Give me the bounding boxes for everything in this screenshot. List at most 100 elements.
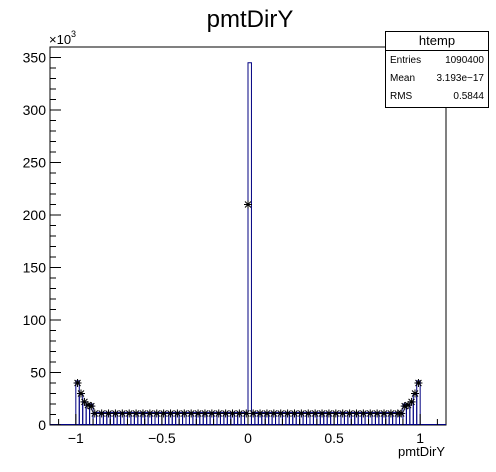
histogram-bin [157, 411, 163, 425]
data-marker [166, 409, 175, 418]
histogram-bin [254, 411, 259, 425]
y-tick-label: 350 [23, 50, 47, 66]
data-marker [180, 409, 189, 418]
histogram-bin [213, 411, 218, 425]
data-marker [386, 409, 395, 418]
histogram-bars [50, 62, 446, 425]
data-marker [324, 409, 333, 418]
histogram-bin [75, 380, 80, 425]
data-marker [87, 402, 96, 411]
data-marker [276, 409, 285, 418]
y-tick-label: 0 [38, 417, 46, 433]
data-marker [407, 397, 416, 406]
data-marker [244, 200, 252, 209]
histogram-bin [337, 411, 342, 425]
data-marker [397, 409, 406, 418]
histogram-bin [392, 411, 397, 425]
data-marker [111, 409, 120, 418]
stats-rms-value: 0.5844 [453, 91, 484, 102]
histogram-bin [416, 380, 421, 425]
y-multiplier: ×10 3 [49, 29, 76, 47]
stats-title: htemp [386, 32, 488, 51]
data-marker [159, 409, 168, 418]
data-marker [207, 409, 216, 418]
histogram-bin [371, 411, 376, 425]
histogram-bin [233, 411, 239, 425]
x-tick-label: 0.5 [324, 430, 344, 446]
data-marker [228, 409, 237, 418]
histogram-bin [316, 411, 321, 425]
data-marker [290, 409, 299, 418]
x-tick-label: −0.5 [148, 430, 176, 446]
data-markers [73, 200, 423, 418]
y-tick-label: 250 [23, 155, 47, 171]
histogram-bin [385, 411, 390, 425]
x-tick-label: 1 [416, 430, 424, 446]
stats-entries-label: Entries [390, 55, 422, 66]
data-marker [242, 409, 251, 418]
y-multiplier-base: ×10 [49, 32, 71, 47]
histogram-bin [364, 411, 370, 425]
histogram-bin [185, 411, 190, 425]
data-marker [235, 409, 244, 418]
y-tick-label: 100 [23, 312, 47, 328]
stats-rms-label: RMS [390, 91, 413, 102]
data-marker [187, 409, 196, 418]
histogram-bin [151, 411, 156, 425]
data-marker [304, 409, 313, 418]
data-marker [194, 409, 203, 418]
histogram-bin [123, 411, 128, 425]
histogram-bin [275, 411, 280, 425]
histogram-bin [102, 411, 108, 425]
histogram-bin [302, 411, 308, 425]
histogram-bin [130, 411, 135, 425]
data-marker [373, 409, 382, 418]
data-marker [380, 409, 389, 418]
histogram-bin [219, 411, 225, 425]
y-tick-label: 300 [23, 102, 47, 118]
data-marker [331, 409, 340, 418]
histogram-bin [171, 411, 177, 425]
y-multiplier-exponent: 3 [71, 29, 76, 39]
y-tick-label: 50 [30, 365, 46, 381]
histogram-bin [144, 411, 149, 425]
histogram-bin [330, 411, 335, 425]
histogram-bin [309, 411, 314, 425]
stats-row-rms: RMS 0.5844 [390, 88, 484, 106]
data-marker [132, 409, 141, 418]
stats-mean-value: 3.193e−17 [436, 73, 484, 84]
stats-row-entries: Entries 1090400 [390, 52, 484, 70]
histogram-bin [109, 411, 115, 425]
data-marker [76, 389, 85, 398]
y-axis: 0 50 100 150 200 250 300 350 [23, 46, 61, 433]
data-marker [118, 409, 127, 418]
chart-title: pmtDirY [207, 6, 294, 33]
histogram-bin [357, 411, 363, 425]
histogram-bin [116, 411, 122, 425]
x-tick-label: −1 [68, 430, 84, 446]
data-marker [200, 409, 209, 418]
y-tick-label: 150 [23, 260, 47, 276]
data-marker [221, 409, 230, 418]
data-marker [73, 379, 82, 387]
data-marker [269, 409, 278, 418]
histogram-bin [268, 411, 273, 425]
stats-mean-label: Mean [390, 73, 416, 84]
stats-entries-value: 1090400 [445, 55, 484, 66]
stats-box: htemp Entries 1090400 Mean 3.193e−17 RMS… [385, 31, 489, 108]
histogram-bin [137, 411, 142, 425]
x-axis-label: pmtDirY [398, 444, 445, 459]
histogram-bin [343, 411, 349, 425]
data-marker [318, 409, 327, 418]
x-axis: −1 −0.5 0 0.5 1 [58, 414, 438, 446]
histogram-bin [350, 411, 356, 425]
data-marker [414, 379, 423, 387]
data-marker [214, 409, 223, 418]
histogram-bin [192, 411, 197, 425]
histogram-bin [178, 411, 184, 425]
data-marker [411, 389, 420, 398]
data-marker [297, 409, 306, 418]
data-marker [256, 409, 265, 418]
data-marker [173, 409, 182, 418]
